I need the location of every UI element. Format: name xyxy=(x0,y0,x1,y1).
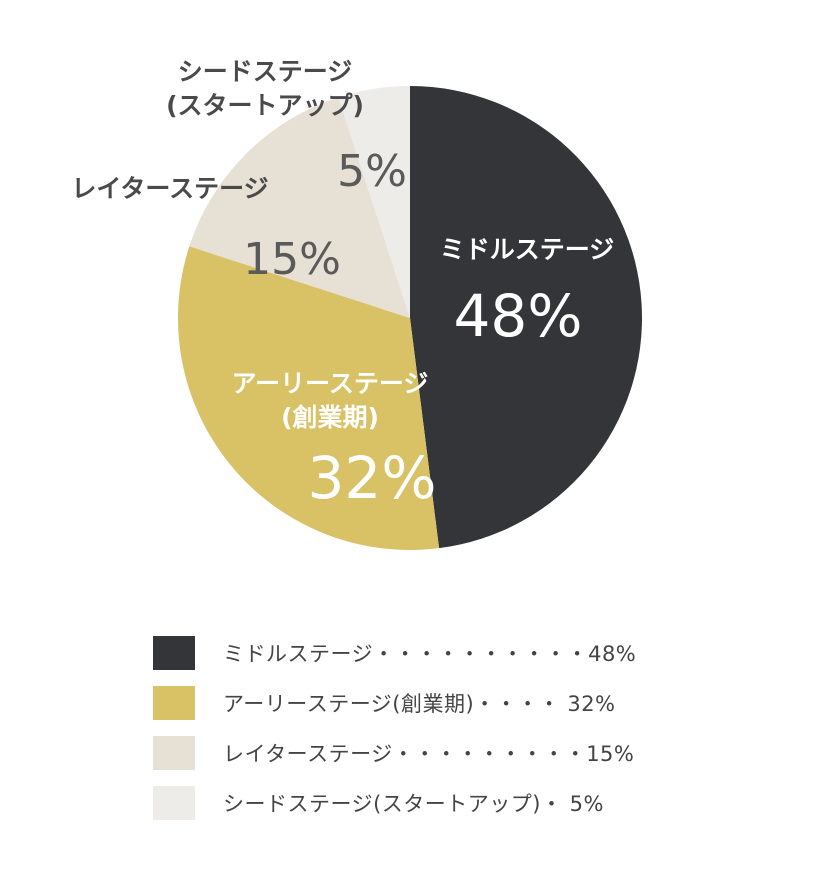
slice-label: ミドルステージ xyxy=(440,235,615,264)
pie-slice xyxy=(189,97,410,318)
legend-label: シードステージ(スタートアップ)・ 5% xyxy=(223,792,604,816)
slice-label: シードステージ(スタートアップ) xyxy=(166,57,364,120)
legend-swatch xyxy=(153,686,195,720)
pie-slice xyxy=(410,86,642,549)
pie-chart: ミドルステージ 48% アーリーステージ(創業期) 32% レイターステージ 15% シード… xyxy=(71,57,642,551)
legend-item-later-stage: レイターステージ・・・・・・・・・15% xyxy=(153,728,753,778)
legend-swatch xyxy=(153,736,195,770)
pie-slice xyxy=(178,246,440,551)
legend-swatch xyxy=(153,786,195,820)
legend-label: レイターステージ・・・・・・・・・15% xyxy=(223,742,635,766)
slice-label: レイターステージ xyxy=(71,174,268,203)
slice-value-label: 48% xyxy=(454,282,583,350)
slice-value-label: 32% xyxy=(308,444,437,512)
legend-item-early-stage: アーリーステージ(創業期)・・・・ 32% xyxy=(153,678,753,728)
legend-item-middle-stage: ミドルステージ・・・・・・・・・・48% xyxy=(153,628,753,678)
slice-label: アーリーステージ(創業期) xyxy=(232,369,429,432)
legend-swatch xyxy=(153,636,195,670)
slice-value-label: 15% xyxy=(243,234,341,285)
legend-label: アーリーステージ(創業期)・・・・ 32% xyxy=(223,692,616,716)
legend: ミドルステージ・・・・・・・・・・48% アーリーステージ(創業期)・・・・ 3… xyxy=(153,628,753,828)
pie-slice xyxy=(338,86,410,318)
legend-item-seed-stage: シードステージ(スタートアップ)・ 5% xyxy=(153,778,753,828)
legend-label: ミドルステージ・・・・・・・・・・48% xyxy=(223,642,637,666)
slice-value-label: 5% xyxy=(337,146,407,197)
